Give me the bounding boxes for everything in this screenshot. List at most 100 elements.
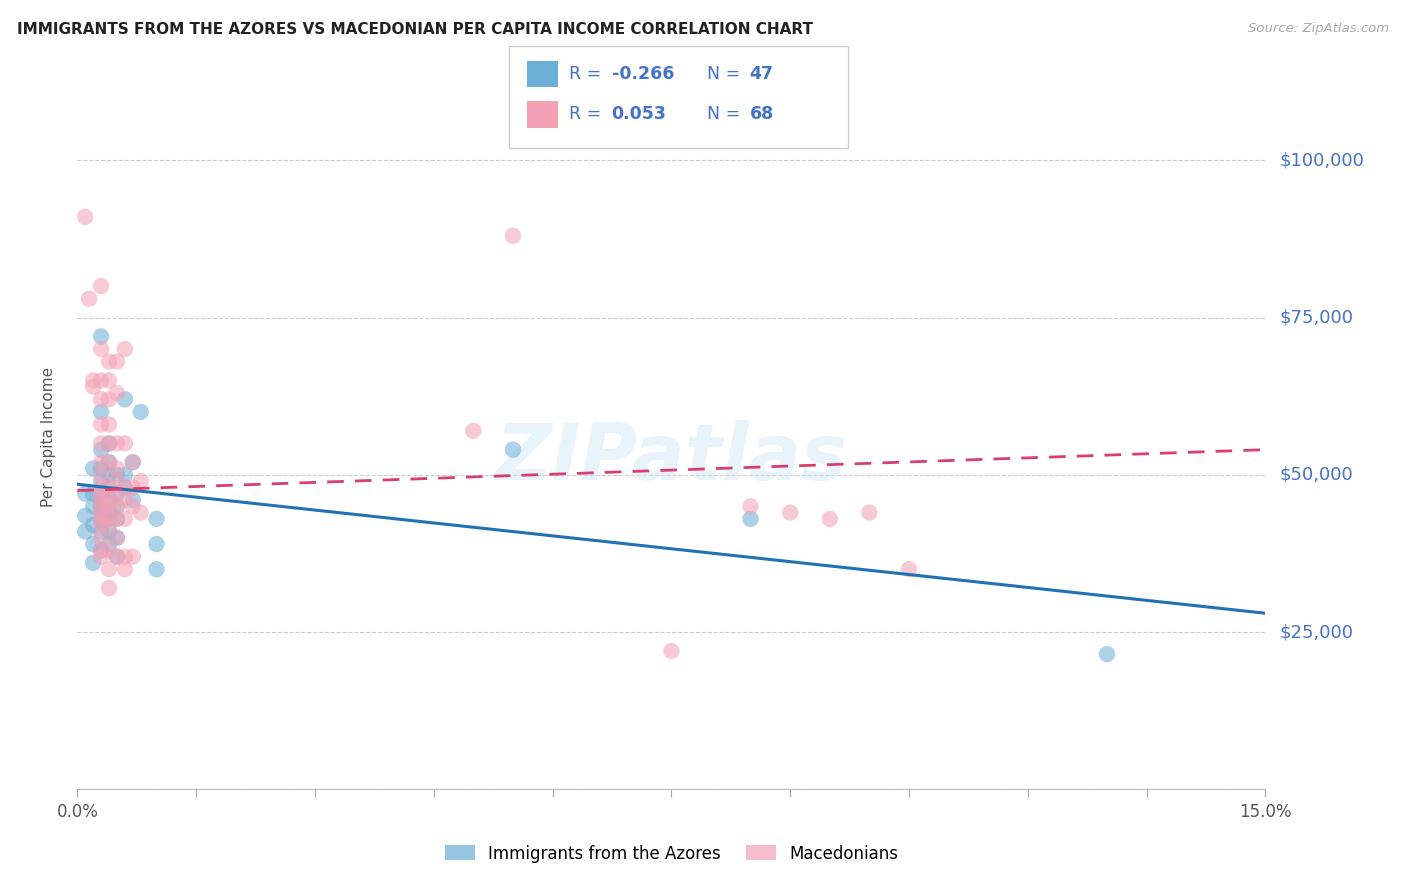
Point xyxy=(90,512,112,526)
Point xyxy=(105,354,128,368)
Point xyxy=(90,486,112,500)
Legend: Immigrants from the Azores, Macedonians: Immigrants from the Azores, Macedonians xyxy=(439,838,904,869)
Point xyxy=(98,436,121,450)
Text: $50,000: $50,000 xyxy=(1279,466,1353,483)
Point xyxy=(114,392,136,407)
Point xyxy=(105,436,128,450)
Point xyxy=(75,524,97,539)
Point xyxy=(75,486,97,500)
Point xyxy=(75,210,97,224)
Point xyxy=(114,480,136,494)
Point xyxy=(98,562,121,576)
Point xyxy=(105,461,128,475)
Text: $25,000: $25,000 xyxy=(1279,624,1354,641)
Point xyxy=(98,374,121,388)
Point xyxy=(121,500,143,514)
Point xyxy=(105,500,128,514)
Point xyxy=(105,531,128,545)
Point xyxy=(90,524,112,539)
Point xyxy=(818,512,841,526)
Point xyxy=(98,543,121,558)
Text: Source: ZipAtlas.com: Source: ZipAtlas.com xyxy=(1249,22,1389,36)
Text: $100,000: $100,000 xyxy=(1279,152,1364,169)
Point xyxy=(105,467,128,482)
Point xyxy=(898,562,921,576)
Point xyxy=(98,467,121,482)
Point xyxy=(90,512,112,526)
Point xyxy=(98,493,121,508)
Point xyxy=(90,461,112,475)
Point xyxy=(105,474,128,488)
Point xyxy=(82,486,104,500)
Point xyxy=(82,500,104,514)
Point xyxy=(114,467,136,482)
Point xyxy=(121,549,143,564)
Point xyxy=(98,506,121,520)
Point xyxy=(121,455,143,469)
Point xyxy=(145,512,167,526)
Point xyxy=(90,493,112,508)
Point xyxy=(105,549,128,564)
Point xyxy=(90,442,112,457)
Point xyxy=(90,506,112,520)
Point xyxy=(98,581,121,595)
Point xyxy=(1095,647,1118,661)
Point xyxy=(105,549,128,564)
Point xyxy=(90,405,112,419)
Point xyxy=(90,543,112,558)
Point xyxy=(98,392,121,407)
Point xyxy=(114,512,136,526)
Point xyxy=(98,512,121,526)
Text: R =: R = xyxy=(569,65,607,83)
Text: 68: 68 xyxy=(749,105,773,123)
Point xyxy=(105,486,128,500)
Point xyxy=(90,455,112,469)
Point xyxy=(90,467,112,482)
Point xyxy=(105,512,128,526)
Point xyxy=(105,512,128,526)
Text: -0.266: -0.266 xyxy=(612,65,673,83)
Text: IMMIGRANTS FROM THE AZORES VS MACEDONIAN PER CAPITA INCOME CORRELATION CHART: IMMIGRANTS FROM THE AZORES VS MACEDONIAN… xyxy=(17,22,813,37)
Point xyxy=(82,518,104,533)
Point xyxy=(145,537,167,551)
Point xyxy=(98,354,121,368)
Point xyxy=(121,480,143,494)
Point xyxy=(90,493,112,508)
Point xyxy=(98,455,121,469)
Point xyxy=(98,480,121,494)
Point xyxy=(90,374,112,388)
Point xyxy=(90,474,112,488)
Text: ZIPatlas: ZIPatlas xyxy=(495,420,848,496)
Point xyxy=(98,518,121,533)
Point xyxy=(114,549,136,564)
Point xyxy=(90,329,112,343)
Point xyxy=(145,562,167,576)
Point xyxy=(98,436,121,450)
Y-axis label: Per Capita Income: Per Capita Income xyxy=(42,367,56,508)
Point xyxy=(114,342,136,356)
Point xyxy=(90,436,112,450)
Point xyxy=(90,500,112,514)
Point xyxy=(858,506,880,520)
Point xyxy=(98,480,121,494)
Point xyxy=(90,543,112,558)
Point xyxy=(502,442,524,457)
Point xyxy=(740,512,762,526)
Point xyxy=(740,500,762,514)
Text: 47: 47 xyxy=(749,65,773,83)
Point xyxy=(114,493,136,508)
Point xyxy=(98,417,121,432)
Point xyxy=(129,474,152,488)
Point xyxy=(82,537,104,551)
Text: 0.053: 0.053 xyxy=(612,105,666,123)
Point xyxy=(121,455,143,469)
Text: N =: N = xyxy=(707,65,747,83)
Point xyxy=(502,228,524,243)
Point xyxy=(98,537,121,551)
Point xyxy=(90,342,112,356)
Point xyxy=(90,480,112,494)
Point xyxy=(121,493,143,508)
Point xyxy=(98,524,121,539)
Point xyxy=(98,493,121,508)
Point xyxy=(77,292,100,306)
